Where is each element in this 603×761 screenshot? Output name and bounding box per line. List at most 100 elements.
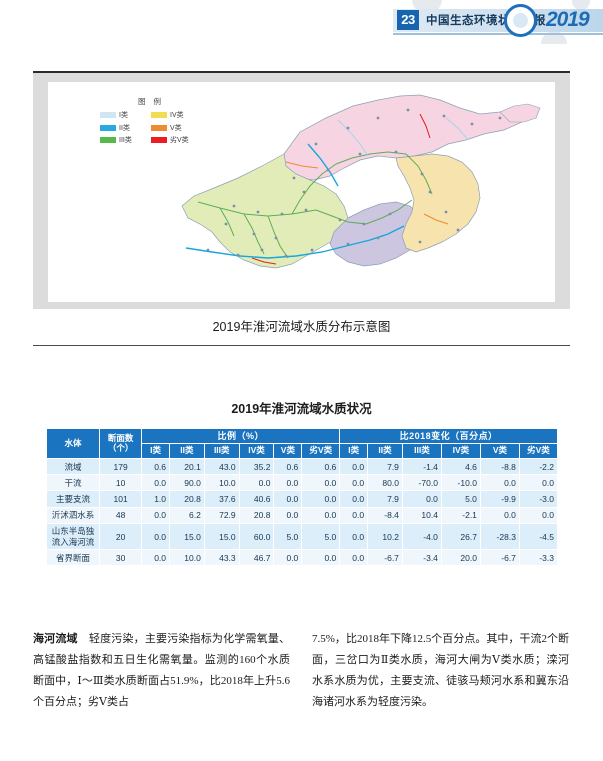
- cell-ratio-class5: 0.0: [273, 490, 303, 508]
- cell-ratio-class2: 10.0: [169, 549, 205, 567]
- row-count: 20: [98, 522, 143, 551]
- cell-change-class3: 0.0: [401, 490, 442, 508]
- cell-ratio-worse5: 0.0: [301, 506, 341, 524]
- col-header-section-count: 断面数 （个）: [98, 427, 143, 460]
- row-label: 主要支流: [46, 490, 100, 508]
- col-header-ratio-class3: III类: [203, 443, 240, 460]
- legend-swatch-worse-class5: [151, 137, 167, 143]
- cell-change-class4: 26.7: [440, 522, 481, 551]
- figure-caption: 2019年淮河流域水质分布示意图: [212, 320, 391, 334]
- decorative-dot: [572, 0, 590, 10]
- cell-change-class2: -6.7: [367, 549, 403, 567]
- cell-ratio-class5: 0.0: [273, 549, 303, 567]
- cell-change-class3: -70.0: [401, 474, 442, 492]
- cell-ratio-class2: 20.8: [169, 490, 205, 508]
- legend-swatch-class4: [151, 112, 167, 118]
- legend-item: III类: [100, 135, 151, 145]
- col-header-change-class4: IV类: [440, 443, 481, 460]
- cell-ratio-worse5: 0.6: [301, 458, 341, 476]
- cell-ratio-class4: 60.0: [238, 522, 275, 551]
- cell-change-worse5: -3.3: [518, 549, 559, 567]
- cell-change-worse5: -2.2: [518, 458, 559, 476]
- cell-ratio-class3: 43.0: [203, 458, 240, 476]
- table-row: 主要支流 101 1.0 20.8 37.6 40.6 0.0 0.0 0.0 …: [46, 490, 559, 508]
- section-count-line1: 断面数: [107, 432, 134, 443]
- legend-swatch-class1: [100, 112, 116, 118]
- cell-ratio-class3: 43.3: [203, 549, 240, 567]
- cell-change-class2: 7.9: [367, 490, 403, 508]
- cell-change-class3: -1.4: [401, 458, 442, 476]
- map-image: 图 例 I类 IV类 II类 V类: [48, 82, 555, 302]
- cell-ratio-class4: 46.7: [238, 549, 275, 567]
- header-bar: [393, 9, 603, 35]
- cell-ratio-class5: 0.6: [273, 458, 303, 476]
- table-row: 省界断面 30 0.0 10.0 43.3 46.7 0.0 0.0 0.0 -…: [46, 549, 559, 567]
- col-header-ratio-class5: V类: [273, 443, 303, 460]
- huaihe-basin-map: [181, 94, 541, 269]
- row-label: 流域: [46, 458, 100, 476]
- cell-ratio-class5: 0.0: [273, 506, 303, 524]
- col-header-ratio-class4: IV类: [238, 443, 275, 460]
- body-column-left: 海河流域 轻度污染，主要污染指标为化学需氧量、高锰酸盐指数和五日生化需氧量。监测…: [33, 629, 290, 744]
- paragraph-right-text: 7.5%，比2018年下降12.5个百分点。其中，干流2个断面，三岔口为Ⅱ类水质…: [312, 633, 569, 708]
- legend-item: II类: [100, 123, 151, 133]
- cell-change-worse5: -3.0: [518, 490, 559, 508]
- row-count: 179: [98, 458, 143, 476]
- circle-ring-icon: [504, 4, 537, 37]
- cell-change-class1: 0.0: [339, 474, 369, 492]
- cell-change-class1: 0.0: [339, 522, 369, 551]
- cell-ratio-class5: 0.0: [273, 474, 303, 492]
- legend-label: II类: [119, 124, 130, 132]
- row-count: 30: [98, 549, 143, 567]
- page-header: 23 中国生态环境状况公报 2019: [0, 0, 603, 44]
- legend-label: I类: [119, 112, 128, 119]
- cell-change-class5: -8.8: [479, 458, 520, 476]
- cell-ratio-class2: 15.0: [169, 522, 205, 551]
- cell-change-class1: 0.0: [339, 506, 369, 524]
- cell-change-class5: 0.0: [479, 506, 520, 524]
- cell-ratio-class1: 0.0: [141, 522, 171, 551]
- col-header-ratio-class1: I类: [141, 443, 171, 460]
- cell-ratio-class1: 0.0: [141, 474, 171, 492]
- cell-change-class5: -9.9: [479, 490, 520, 508]
- table-row: 沂沭泗水系 48 0.0 6.2 72.9 20.8 0.0 0.0 0.0 -…: [46, 506, 559, 524]
- cell-ratio-class1: 0.6: [141, 458, 171, 476]
- legend-label: IV类: [170, 112, 184, 119]
- row-count: 48: [98, 506, 143, 524]
- cell-change-class2: 7.9: [367, 458, 403, 476]
- cell-ratio-worse5: 5.0: [301, 522, 341, 551]
- table-row: 干流 10 0.0 90.0 10.0 0.0 0.0 0.0 0.0 80.0…: [46, 474, 559, 492]
- cell-change-class4: -2.1: [440, 506, 481, 524]
- legend-item: V类: [151, 123, 202, 133]
- cell-ratio-worse5: 0.0: [301, 474, 341, 492]
- row-count: 10: [98, 474, 143, 492]
- cell-ratio-class3: 15.0: [203, 522, 240, 551]
- legend-item: IV类: [151, 110, 202, 120]
- cell-ratio-class1: 1.0: [141, 490, 171, 508]
- table-row: 山东半岛独流入海河流 20 0.0 15.0 15.0 60.0 5.0 5.0…: [46, 522, 559, 551]
- table-header-row-1: 水体 断面数 （个） 比例（%） 比2018变化（百分点）: [46, 427, 558, 460]
- col-header-ratio-worse5: 劣V类: [301, 443, 341, 460]
- cell-ratio-class3: 37.6: [203, 490, 240, 508]
- legend-label: V类: [170, 124, 182, 132]
- cell-change-class4: -10.0: [440, 474, 481, 492]
- col-header-change-class3: III类: [401, 443, 442, 460]
- cell-ratio-class2: 90.0: [169, 474, 205, 492]
- paragraph-lead: 海河流域: [33, 633, 78, 645]
- header-year: 2019: [546, 8, 590, 31]
- cell-ratio-class4: 0.0: [238, 474, 275, 492]
- cell-change-class2: -8.4: [367, 506, 403, 524]
- cell-change-class1: 0.0: [339, 549, 369, 567]
- legend-item: 劣V类: [151, 135, 202, 145]
- water-quality-table: 水体 断面数 （个） 比例（%） 比2018变化（百分点） I类 II类 III…: [46, 427, 559, 567]
- cell-change-class1: 0.0: [339, 490, 369, 508]
- cell-change-worse5: 0.0: [518, 506, 559, 524]
- cell-change-class4: 4.6: [440, 458, 481, 476]
- cell-change-class3: -3.4: [401, 549, 442, 567]
- legend-label: III类: [119, 137, 132, 144]
- cell-ratio-worse5: 0.0: [301, 490, 341, 508]
- cell-ratio-class2: 20.1: [169, 458, 205, 476]
- cell-change-class5: 0.0: [479, 474, 520, 492]
- col-group-ratio: 比例（%）: [141, 427, 341, 445]
- cell-change-class3: 10.4: [401, 506, 442, 524]
